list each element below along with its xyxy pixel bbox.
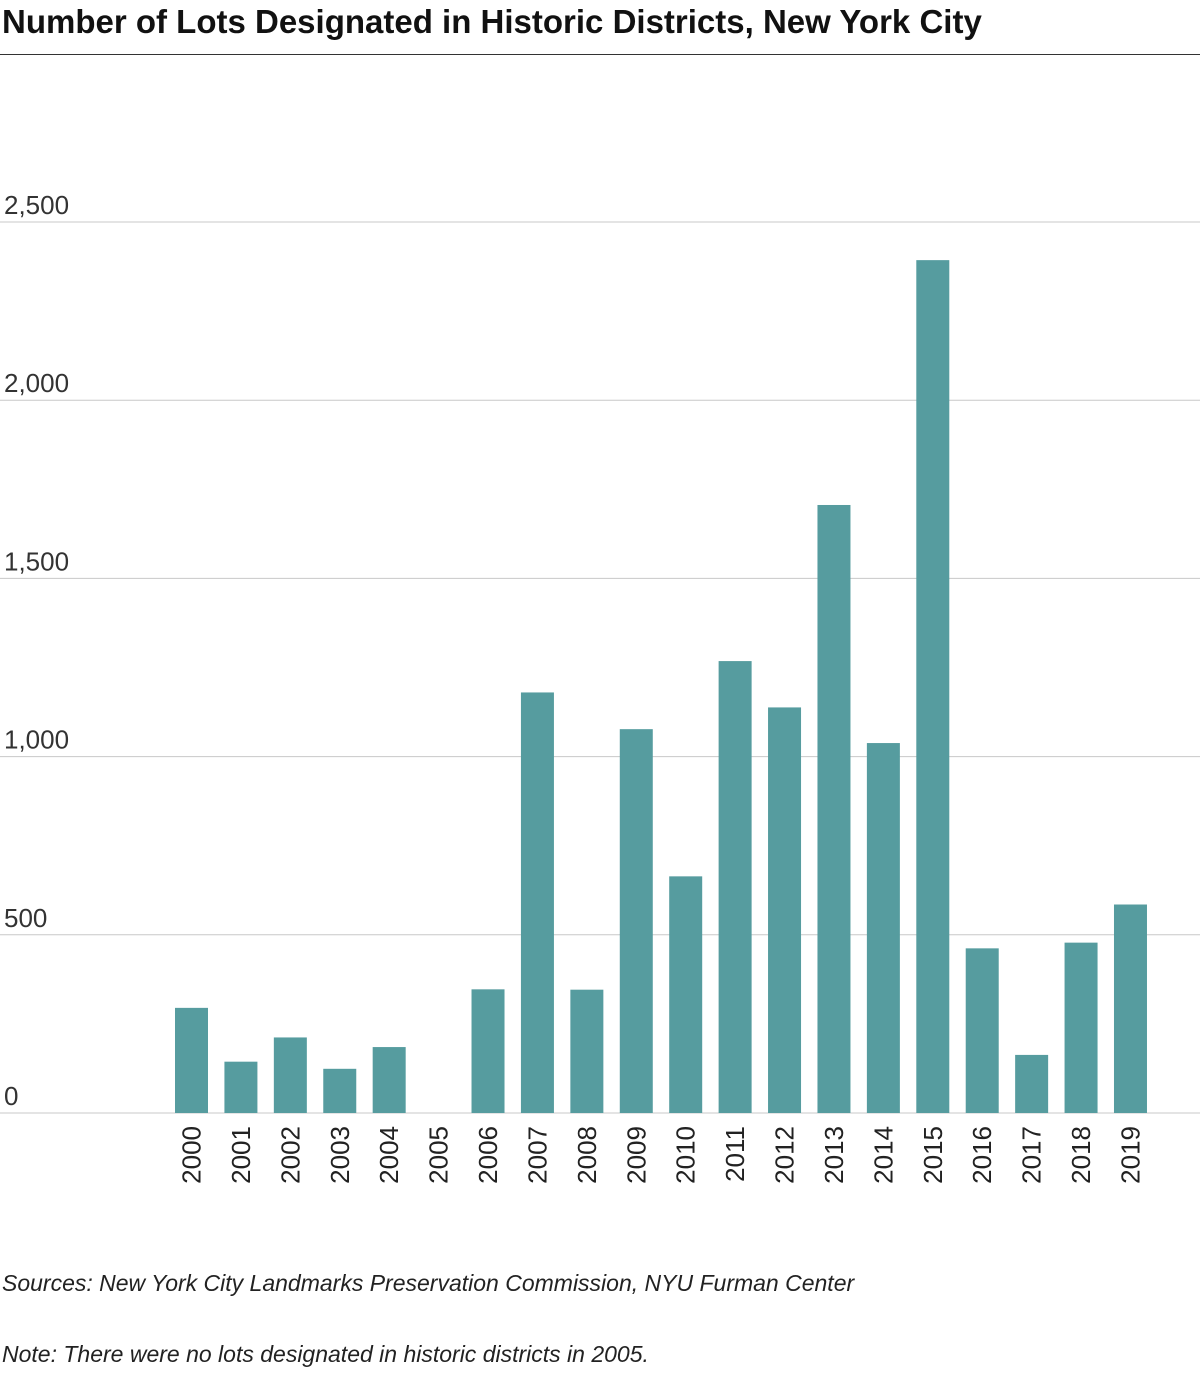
x-tick-label-2001: 2001 (226, 1126, 256, 1184)
y-tick-label: 1,500 (4, 546, 69, 576)
x-tick-label-2008: 2008 (572, 1126, 602, 1184)
y-tick-label: 0 (4, 1081, 18, 1111)
bar-2002 (273, 1037, 307, 1113)
bar-2014 (866, 743, 900, 1113)
x-tick-label-2015: 2015 (918, 1126, 948, 1184)
bar-2019 (1113, 904, 1147, 1113)
x-tick-label-2016: 2016 (967, 1126, 997, 1184)
x-tick-label-2002: 2002 (275, 1126, 305, 1184)
bars (175, 260, 1147, 1114)
x-tick-label-2007: 2007 (522, 1126, 552, 1184)
x-axis-tick-labels: 2000 2001 2002 2003 2004 2005 2006 2007 2008 2009… (177, 1126, 1146, 1184)
x-tick-label-2006: 2006 (473, 1126, 503, 1184)
bar-2000 (175, 1007, 208, 1113)
bar-2012 (768, 707, 802, 1113)
bar-2008 (570, 989, 604, 1113)
x-tick-label-2019: 2019 (1115, 1126, 1145, 1184)
gridlines (0, 221, 1200, 1114)
y-tick-label: 1,000 (4, 725, 69, 755)
footnote: Note: There were no lots designated in h… (2, 1341, 649, 1367)
x-tick-label-2018: 2018 (1066, 1126, 1096, 1184)
bar-2010 (669, 876, 703, 1113)
y-tick-label: 2,000 (4, 368, 69, 398)
x-tick-label-2012: 2012 (770, 1126, 800, 1184)
chart-title: Number of Lots Designated in Historic Di… (2, 3, 982, 40)
bar-2004 (372, 1047, 406, 1113)
x-tick-label-2011: 2011 (720, 1126, 750, 1182)
x-tick-label-2014: 2014 (868, 1126, 898, 1184)
x-tick-label-2000: 2000 (177, 1126, 207, 1184)
bar-2015 (916, 260, 950, 1114)
y-tick-label: 500 (4, 903, 47, 933)
y-axis-tick-labels: 0 500 1,000 1,500 2,000 2,500 (4, 190, 69, 1111)
bar-2017 (1015, 1054, 1049, 1113)
bar-2007 (520, 692, 554, 1113)
x-tick-label-2010: 2010 (671, 1126, 701, 1184)
x-tick-label-2013: 2013 (819, 1126, 849, 1184)
bar-2009 (619, 729, 653, 1113)
title-divider (0, 54, 1200, 55)
x-tick-label-2009: 2009 (621, 1126, 651, 1184)
bar-2006 (471, 989, 505, 1113)
bar-2016 (965, 948, 999, 1113)
x-tick-label-2003: 2003 (325, 1126, 355, 1184)
x-tick-label-2005: 2005 (424, 1126, 454, 1184)
x-tick-label-2017: 2017 (1017, 1126, 1047, 1184)
sources-note: Sources: New York City Landmarks Preserv… (2, 1270, 855, 1296)
bar-2013 (817, 504, 851, 1114)
bar-2001 (224, 1061, 258, 1113)
x-tick-label-2004: 2004 (374, 1126, 404, 1184)
bar-2003 (323, 1068, 357, 1113)
bar-2018 (1064, 942, 1098, 1113)
y-tick-label: 2,500 (4, 190, 69, 220)
bar-2011 (718, 661, 752, 1113)
